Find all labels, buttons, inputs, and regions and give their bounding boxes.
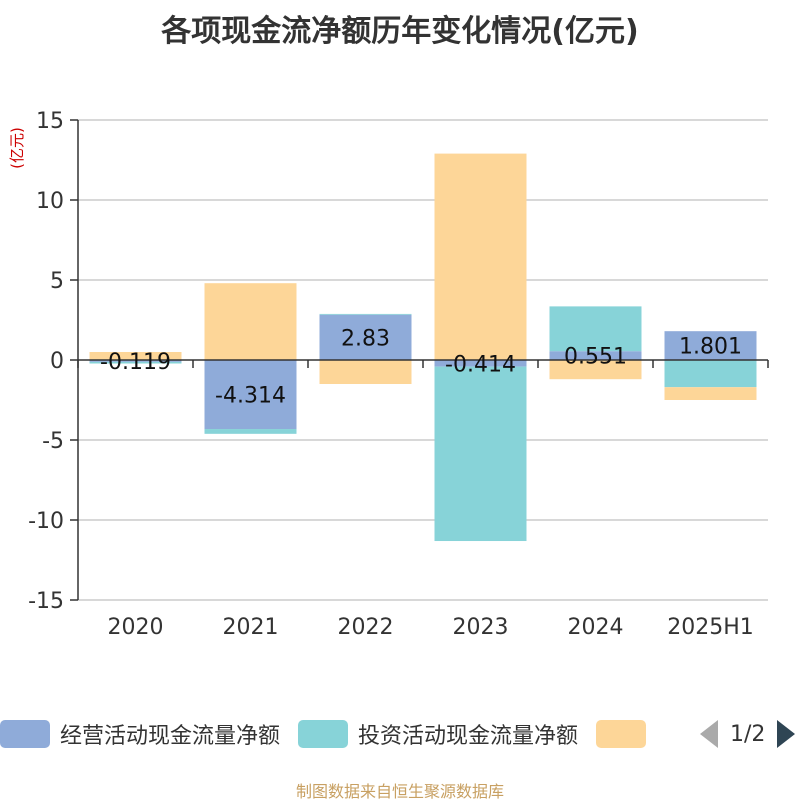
legend-pager: 1/2 xyxy=(700,716,796,752)
axes: 15 10 5 0 -5 -10 -15 2020 2021 2022 2023 2024 2025H1 xyxy=(28,109,769,640)
legend-label-investing: 投资活动现金流量净额 xyxy=(358,724,579,749)
legend-next-page-icon[interactable] xyxy=(777,720,796,748)
legend-prev-page-icon[interactable] xyxy=(700,720,718,748)
bar-operating-2025H1 xyxy=(664,331,757,360)
legend-page-indicator: 1/2 xyxy=(730,721,766,747)
data-label: 0.551 xyxy=(564,345,627,370)
data-label: 2.83 xyxy=(341,326,390,351)
x-tick-label: 2020 xyxy=(108,615,164,640)
y-tick-label: 5 xyxy=(50,269,64,294)
bar-investing-2024 xyxy=(549,306,642,352)
x-tick-label: 2022 xyxy=(338,615,394,640)
legend-item-financing[interactable] xyxy=(596,720,656,748)
legend-item-operating[interactable]: 经营活动现金流量净额 xyxy=(0,718,280,750)
x-tick-label: 2023 xyxy=(453,615,509,640)
data-label: -0.414 xyxy=(445,352,516,377)
data-label: -4.314 xyxy=(215,384,286,409)
bar-investing-2025H1 xyxy=(664,360,757,388)
y-tick-label: 0 xyxy=(50,349,64,374)
bar-operating-2022 xyxy=(319,314,412,360)
bar-operating-2021 xyxy=(204,360,297,430)
y-tick-label: 15 xyxy=(36,109,64,134)
legend-swatch-financing xyxy=(596,720,647,748)
bar-investing-2020 xyxy=(89,361,182,364)
legend-label-operating: 经营活动现金流量净额 xyxy=(60,724,281,749)
y-tick-label: -5 xyxy=(42,429,64,454)
x-tick-label: 2024 xyxy=(568,615,624,640)
legend-item-investing[interactable]: 投资活动现金流量净额 xyxy=(298,718,578,750)
bars xyxy=(89,153,757,542)
data-label: 1.801 xyxy=(679,335,742,360)
bar-financing-2020 xyxy=(89,352,182,360)
bar-financing-2025H1 xyxy=(664,387,757,400)
source-note: 制图数据来自恒生聚源数据库 xyxy=(295,782,504,801)
y-tick-label: 10 xyxy=(36,189,64,214)
bar-financing-2023 xyxy=(434,153,527,360)
legend: 经营活动现金流量净额 投资活动现金流量净额 xyxy=(0,716,674,752)
data-labels: -0.119 -4.314 2.83 -0.414 0.551 1.801 xyxy=(100,326,742,408)
y-tick-label: -15 xyxy=(28,589,64,614)
bar-financing-2021 xyxy=(204,283,297,360)
bar-financing-2024 xyxy=(549,360,642,380)
y-axis-unit-label: (亿元) xyxy=(8,127,26,169)
y-tick-label: -10 xyxy=(28,509,64,534)
gridlines xyxy=(78,119,768,601)
legend-swatch-investing xyxy=(298,720,349,748)
bar-investing-2023 xyxy=(434,366,527,542)
bar-financing-2022 xyxy=(319,360,412,384)
bar-operating-2024 xyxy=(549,351,642,360)
chart-plot: (亿元) 15 10 5 0 -5 -10 -15 2020 2021 2022 2023 2024 2… xyxy=(8,109,769,640)
bar-operating-2023 xyxy=(434,360,527,367)
x-tick-label: 2021 xyxy=(223,615,279,640)
bar-investing-2022 xyxy=(319,313,412,315)
legend-swatch-operating xyxy=(0,720,50,748)
bar-investing-2021 xyxy=(204,429,297,434)
data-label: -0.119 xyxy=(100,350,171,375)
chart-title: 各项现金流净额历年变化情况(亿元) xyxy=(161,14,639,49)
x-tick-label: 2025H1 xyxy=(667,615,754,640)
bar-operating-2020 xyxy=(89,360,182,362)
